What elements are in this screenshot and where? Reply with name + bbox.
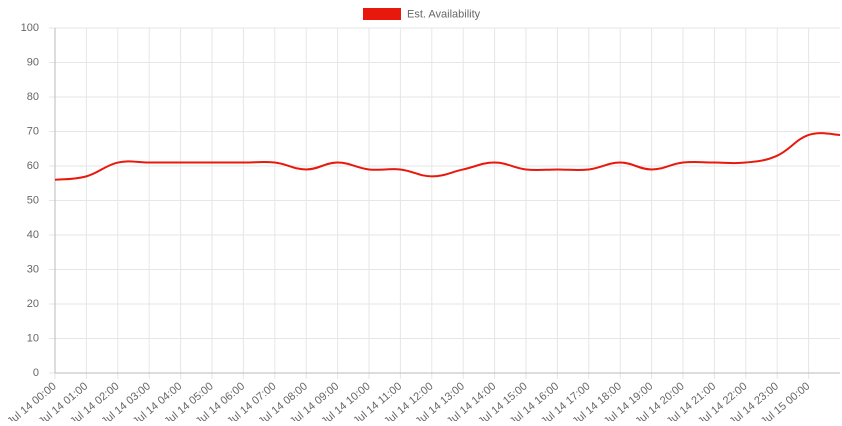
y-tick-label: 50	[27, 194, 39, 206]
y-tick-label: 80	[27, 91, 39, 103]
legend-swatch	[363, 8, 401, 20]
y-tick-label: 90	[27, 56, 39, 68]
data-line	[54, 132, 841, 181]
y-tick-label: 0	[33, 367, 39, 379]
y-tick-label: 60	[27, 160, 39, 172]
y-tick-label: 30	[27, 263, 39, 275]
y-tick-label: 70	[27, 125, 39, 137]
y-tick-label: 20	[27, 298, 39, 310]
y-tick-label: 40	[27, 229, 39, 241]
y-tick-label: 100	[21, 22, 39, 34]
legend-label: Est. Availability	[407, 8, 481, 20]
y-tick-label: 10	[27, 332, 39, 344]
